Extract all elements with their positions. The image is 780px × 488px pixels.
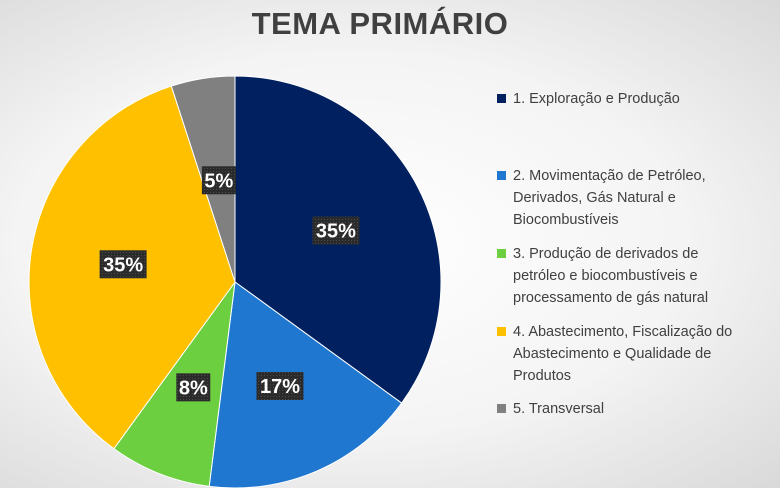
legend-swatch	[497, 171, 506, 180]
pie-slice-3	[113, 281, 236, 487]
legend-swatch	[497, 327, 506, 336]
data-label: 5%	[204, 170, 233, 192]
legend-item-abastecimento: 4. Abastecimento, Fiscalização do Abaste…	[497, 321, 780, 387]
data-label: 35%	[103, 254, 143, 276]
legend-label: 5. Transversal	[513, 401, 605, 417]
data-label-box	[312, 216, 360, 245]
data-label-box	[256, 371, 304, 400]
legend-item-movimentacao: 2. Movimentação de Petróleo, Derivados, …	[497, 165, 780, 231]
legend-label: 3. Produção de derivados de petróleo e b…	[513, 246, 709, 306]
data-label: 35%	[316, 221, 356, 243]
data-label-box	[201, 166, 236, 195]
data-label-box	[176, 373, 211, 402]
legend-item-exploracao: 1. Exploração e Produção	[497, 88, 780, 110]
legend-label: 4. Abastecimento, Fiscalização do Abaste…	[513, 324, 733, 384]
legend-label: 2. Movimentação de Petróleo, Derivados, …	[513, 168, 706, 228]
pie-chart: 35% 17% 8% 35% 5%	[28, 75, 442, 488]
data-label: 17%	[260, 376, 300, 398]
data-label-box	[99, 250, 147, 279]
data-label: 8%	[179, 377, 208, 399]
legend-swatch	[497, 249, 506, 258]
chart-title: TEMA PRIMÁRIO	[251, 6, 509, 41]
legend-swatch	[497, 404, 506, 413]
legend-swatch	[497, 94, 506, 103]
legend-item-transversal: 5. Transversal	[497, 398, 780, 420]
legend-label: 1. Exploração e Produção	[513, 91, 680, 107]
legend-item-producao: 3. Produção de derivados de petróleo e b…	[497, 243, 780, 309]
